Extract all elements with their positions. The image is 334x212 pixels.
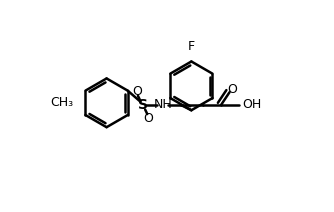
Text: OH: OH — [242, 98, 262, 112]
Text: F: F — [188, 40, 195, 53]
Text: NH: NH — [153, 98, 172, 112]
Text: O: O — [143, 112, 153, 125]
Text: O: O — [227, 82, 237, 96]
Text: O: O — [132, 85, 142, 98]
Text: CH₃: CH₃ — [50, 96, 74, 109]
Text: S: S — [138, 98, 148, 112]
